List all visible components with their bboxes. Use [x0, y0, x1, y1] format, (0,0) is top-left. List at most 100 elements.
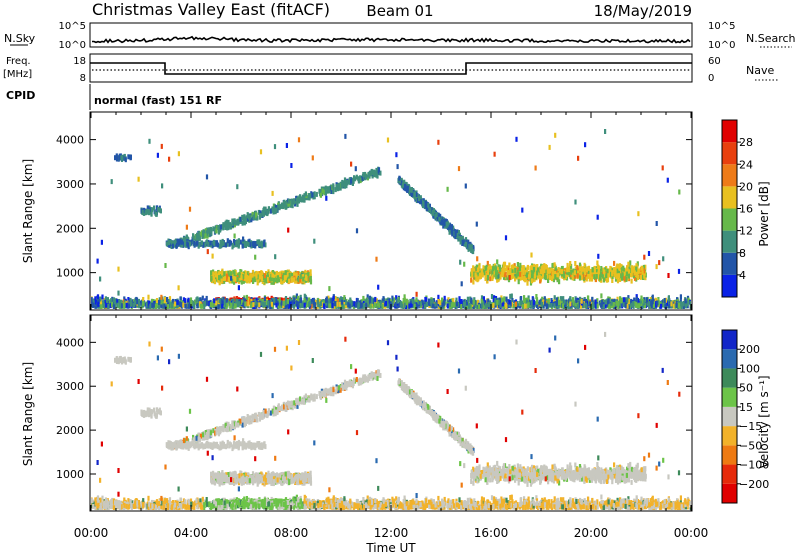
power-cell: [506, 275, 509, 281]
power-cell: [617, 273, 621, 279]
power-cell: [269, 208, 272, 214]
power-cell: [147, 210, 151, 216]
power-cell: [337, 183, 340, 188]
power-cell: [252, 214, 255, 220]
power-cell: [582, 275, 586, 281]
power-cell: [235, 220, 238, 226]
power-cell: [246, 278, 249, 284]
power-cell: [242, 278, 245, 284]
power-cell: [431, 210, 435, 215]
power-cell: [548, 275, 551, 281]
nsky-trace: [92, 35, 691, 44]
power-cell: [282, 275, 285, 280]
power-cell: [547, 278, 550, 283]
power-cell: [469, 296, 472, 302]
power-cell: [219, 240, 222, 246]
power-cell: [580, 303, 583, 309]
power-cell: [153, 205, 156, 211]
power-cell: [641, 299, 644, 305]
nsky-tick-bottom: 10^0: [59, 40, 86, 51]
power-cell: [519, 271, 522, 277]
power-cell: [557, 296, 560, 302]
power-cell: [554, 274, 557, 280]
power-cell: [212, 239, 215, 245]
power-cell: [243, 217, 246, 223]
power-cell: [241, 215, 244, 220]
power-cell: [510, 274, 513, 280]
power-cell: [504, 272, 507, 278]
beam-label: Beam 01: [366, 2, 433, 20]
power-cell: [523, 275, 526, 281]
power-cell: [225, 224, 228, 230]
power-cell: [251, 211, 254, 217]
power-cell: [566, 302, 569, 308]
power-cell: [168, 242, 171, 248]
power-cell: [579, 296, 582, 302]
power-cell: [302, 197, 306, 203]
power-cell: [447, 297, 450, 303]
power-cell: [476, 277, 479, 283]
power-cell: [249, 273, 253, 279]
power-cell: [532, 277, 535, 283]
power-cell: [144, 210, 147, 216]
power-cell: [613, 272, 616, 278]
power-cell: [553, 262, 556, 268]
power-cell: [129, 154, 132, 160]
power-cell: [555, 269, 558, 275]
power-cell: [305, 296, 308, 302]
power-cell: [494, 269, 497, 275]
power-cell: [494, 265, 497, 271]
power-cell: [346, 179, 349, 185]
power-cell: [413, 191, 416, 197]
power-cell: [114, 155, 117, 161]
power-cell: [379, 170, 382, 176]
power-cell: [205, 239, 209, 245]
power-cell: [661, 302, 664, 308]
power-cell: [461, 236, 464, 242]
power-cell: [306, 300, 309, 306]
power-cell: [218, 280, 221, 286]
power-cell: [672, 303, 675, 309]
power-cell: [422, 200, 425, 206]
power-cell: [204, 228, 207, 234]
power-cell: [590, 303, 593, 308]
power-cell: [213, 279, 217, 285]
power-cell: [244, 271, 248, 277]
power-cell: [138, 303, 141, 309]
power-cell: [155, 205, 158, 211]
power-cell: [211, 276, 214, 282]
power-cell: [439, 216, 442, 222]
power-cell: [452, 225, 455, 231]
power-cell: [554, 265, 557, 271]
nsearch-tick-top: 10^5: [708, 21, 735, 32]
power-cell: [411, 191, 414, 196]
power-cell: [374, 302, 377, 308]
power-cell: [574, 261, 577, 266]
power-cell: [583, 262, 586, 268]
power-cell: [228, 277, 231, 283]
power-cell: [302, 300, 305, 306]
power-cell: [451, 231, 454, 237]
power-cell: [244, 275, 247, 281]
power-cell: [437, 299, 440, 304]
power-cell: [492, 269, 495, 275]
power-cell: [490, 266, 493, 272]
power-cell: [195, 234, 198, 240]
power-cell: [260, 243, 263, 249]
power-cell: [295, 300, 298, 306]
nsky-tick-top: 10^5: [59, 21, 86, 32]
power-cell: [283, 275, 286, 281]
power-cell: [315, 191, 318, 197]
power-cell: [256, 215, 259, 221]
power-cell: [215, 228, 218, 234]
power-cell: [131, 299, 134, 305]
power-cell: [636, 261, 639, 267]
power-cell: [625, 276, 628, 282]
power-cell: [375, 298, 378, 304]
power-cell: [406, 187, 409, 193]
power-cell: [611, 278, 614, 283]
power-cell: [410, 187, 413, 193]
power-cell: [608, 268, 611, 274]
power-cell: [526, 266, 529, 272]
power-cell: [594, 299, 597, 305]
